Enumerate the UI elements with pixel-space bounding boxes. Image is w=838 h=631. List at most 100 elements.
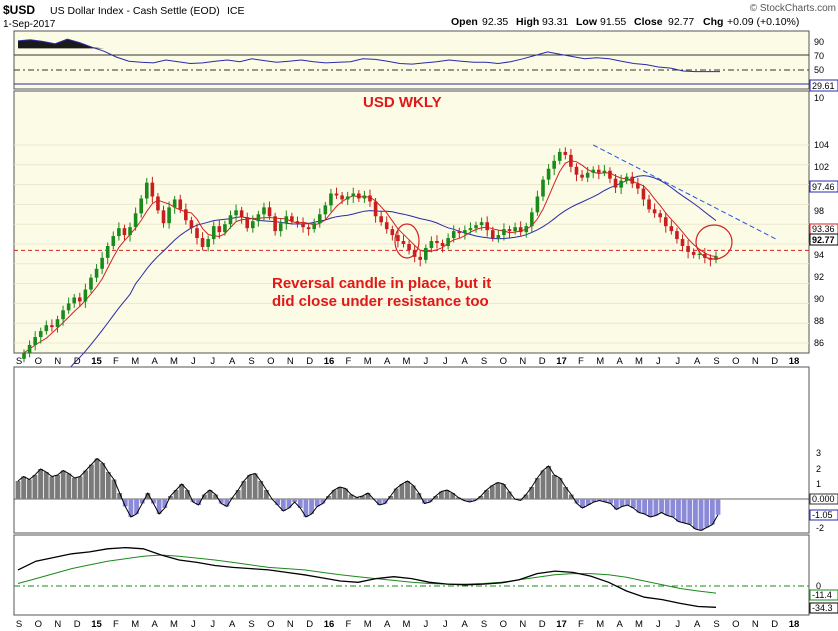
close-readout-box — [809, 233, 838, 246]
price-tick-102: 102 — [814, 162, 829, 172]
candle-body — [451, 231, 456, 239]
price-panel-frame — [13, 90, 810, 354]
candle-body — [429, 241, 434, 248]
x-tick-label: M — [403, 619, 411, 630]
macd-bar — [461, 499, 467, 501]
macd-bar — [484, 490, 489, 499]
candle-body — [234, 210, 238, 216]
macd-bar — [100, 463, 106, 499]
macd-histogram — [15, 458, 721, 531]
candle-body — [172, 199, 177, 208]
macd-bar — [184, 490, 190, 499]
candle-body — [624, 176, 629, 181]
x-tick-label: J — [675, 619, 680, 630]
candle-body — [117, 228, 121, 237]
x-tick-label: O — [267, 619, 274, 630]
candle-body — [239, 210, 244, 218]
macd-bar — [591, 499, 597, 502]
circle-2016-low — [394, 223, 420, 259]
symbol: $USD — [3, 3, 35, 17]
macd-bar — [275, 499, 281, 505]
candle-body — [66, 303, 71, 311]
candle-body — [278, 223, 283, 232]
price-tick-94: 94 — [814, 250, 824, 260]
candle-body — [641, 188, 646, 200]
x-tick-label: D — [306, 619, 313, 630]
watermark: © StockCharts.com — [750, 3, 836, 14]
x-tick-label: A — [694, 619, 701, 630]
candle-body — [513, 227, 517, 232]
candle-body — [38, 331, 43, 338]
annotation-line-1: Reversal candle in place, but it — [272, 275, 491, 292]
x-tick-label: M — [403, 356, 411, 367]
macd-bar — [60, 470, 66, 499]
x-tick-label: A — [694, 356, 701, 367]
macd-bar — [247, 475, 252, 499]
macd-bar — [597, 499, 602, 501]
macd-bar — [139, 499, 145, 504]
x-tick-label: M — [170, 356, 178, 367]
price-panel: 104 102 100 98 96 94 92 90 88 86 USD WKL… — [13, 90, 838, 416]
candle-body — [122, 228, 127, 236]
rsi-tick-10: 10 — [814, 93, 824, 103]
x-tick-label: F — [578, 356, 584, 367]
macd-bar — [540, 470, 546, 499]
macd-bar — [83, 470, 89, 499]
candle-body — [55, 319, 60, 328]
low-label: Low — [576, 16, 598, 28]
x-tick-label: 17 — [556, 356, 567, 367]
candle-body — [362, 195, 367, 199]
macd-bar — [252, 473, 258, 499]
candle-body — [652, 209, 657, 214]
instrument-name: US Dollar Index - Cash Settle (EOD) — [50, 5, 220, 17]
candle-body — [675, 231, 679, 240]
candle-body — [613, 178, 618, 188]
candle-body — [211, 226, 216, 240]
candle-body — [390, 229, 395, 236]
price-x-axis: S O N D 15 F M A M J J A S O N D 16 F M A M J J A S O N D 17 F M A M J J A S… — [16, 356, 799, 367]
x-tick-label: A — [151, 356, 158, 367]
x-tick-label: A — [229, 619, 236, 630]
macd-bar — [168, 496, 173, 499]
macd-bar — [410, 485, 416, 499]
price-tick-98: 98 — [814, 206, 824, 216]
candle-body — [580, 174, 584, 178]
candle-body — [714, 256, 718, 260]
low-value: 91.55 — [600, 16, 626, 28]
macd-bar — [111, 479, 117, 499]
candle-body — [273, 216, 277, 232]
rsi-readout: 29.61 — [812, 81, 835, 91]
candle-body — [83, 289, 88, 302]
candle-body — [105, 245, 110, 258]
candle-body — [167, 207, 171, 224]
candle-body — [703, 253, 707, 258]
candle-body — [407, 244, 411, 250]
candle-body — [290, 216, 294, 222]
macd-bar — [94, 458, 100, 499]
macd-bar — [467, 499, 473, 502]
macd-tick-minus-2: -2 — [816, 523, 824, 533]
price-tick-104: 104 — [814, 140, 829, 150]
price-grid — [14, 144, 809, 344]
osc-tick-0: 0 — [816, 581, 821, 591]
candle-body — [658, 213, 662, 218]
macd-bar — [422, 499, 427, 504]
macd-bar — [309, 499, 314, 514]
rsi-overbought-fill — [18, 39, 720, 49]
x-tick-label: N — [287, 619, 294, 630]
macd-bar — [49, 476, 55, 499]
macd-bar — [354, 497, 360, 499]
candle-body — [608, 170, 612, 179]
osc-main-box — [809, 602, 838, 614]
rsi-readout-box — [809, 79, 838, 92]
candle-body — [256, 214, 261, 222]
candle-body — [373, 201, 378, 217]
x-tick-label: O — [500, 619, 507, 630]
rsi-panel: 90 70 50 29.61 10 — [13, 30, 838, 103]
candle-body — [223, 224, 227, 233]
circle-reversal-candle — [695, 224, 733, 260]
macd-bar — [563, 487, 568, 499]
x-tick-label: S — [481, 356, 487, 367]
x-tick-label: O — [267, 356, 274, 367]
